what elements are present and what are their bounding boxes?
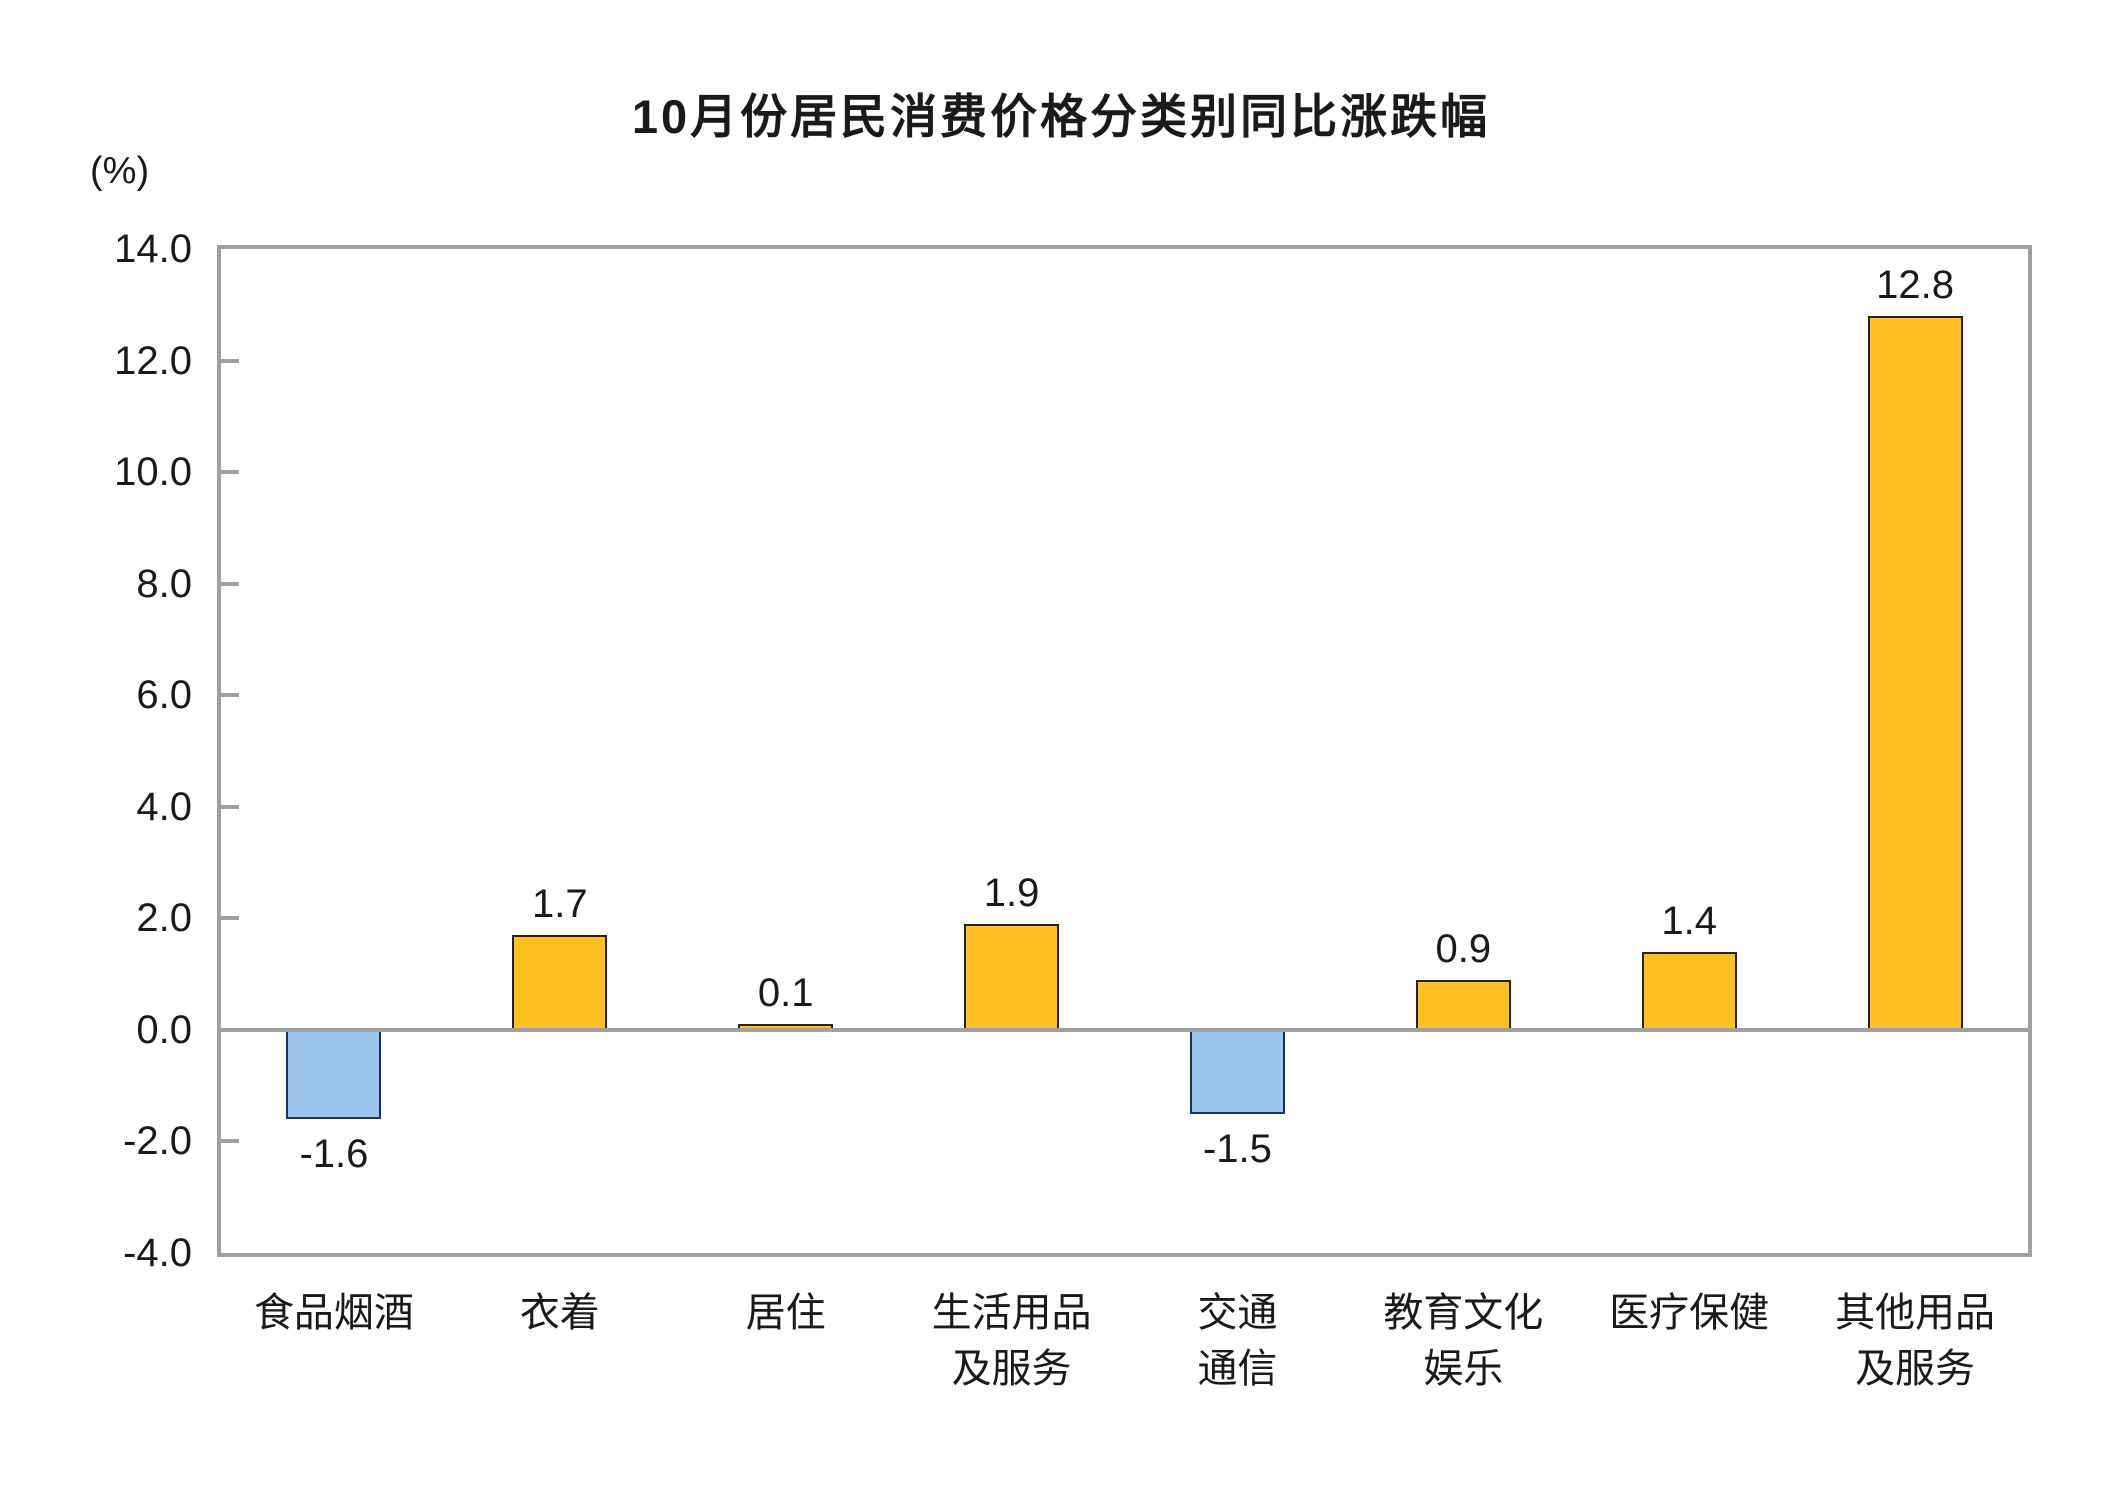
x-category-label: 交通 通信 xyxy=(1197,1291,1278,1391)
y-tick-label: 2.0 xyxy=(136,896,192,941)
y-tick-label: 0.0 xyxy=(136,1007,192,1052)
y-tick-mark xyxy=(221,1139,239,1144)
bar-value-label: 1.7 xyxy=(532,882,588,927)
x-category-label: 教育文化 娱乐 xyxy=(1383,1291,1544,1391)
bar-6 xyxy=(1415,979,1511,1030)
y-tick-label: 14.0 xyxy=(114,227,192,271)
bar-value-label: 0.9 xyxy=(1435,926,1492,971)
plot-area: -1.6 1.7 0.1 1.9 -1.5 0.9 1.4 12.8 xyxy=(217,245,2032,1257)
bar-8 xyxy=(1867,315,1963,1030)
bar-value-label: 1.9 xyxy=(983,870,1040,915)
bar-value-label: -1.5 xyxy=(1202,1126,1272,1171)
bar-value-label: 0.1 xyxy=(757,971,814,1016)
bar-5 xyxy=(1189,1029,1285,1114)
y-tick-label: -2.0 xyxy=(123,1119,192,1164)
y-tick-mark xyxy=(221,804,239,809)
y-tick-label: -4.0 xyxy=(123,1231,192,1275)
bar-1 xyxy=(286,1029,382,1120)
zero-baseline xyxy=(221,1027,2028,1032)
x-category-label: 衣着 xyxy=(519,1291,600,1335)
y-tick-mark xyxy=(221,581,239,586)
x-category-label: 医疗保健 xyxy=(1609,1291,1770,1335)
y-tick-label: 10.0 xyxy=(114,450,192,495)
bar-7 xyxy=(1641,951,1737,1030)
bar-4 xyxy=(964,923,1060,1030)
y-tick-label: 12.0 xyxy=(114,338,192,383)
x-category-label: 居住 xyxy=(745,1291,826,1335)
bar-value-label: 12.8 xyxy=(1876,262,1954,307)
y-tick-mark xyxy=(221,693,239,698)
bar-value-label: -1.6 xyxy=(299,1132,369,1177)
x-category-label: 食品烟酒 xyxy=(253,1291,414,1335)
x-category-label: 生活用品 及服务 xyxy=(931,1291,1092,1391)
y-tick-mark xyxy=(221,916,239,921)
y-tick-label: 6.0 xyxy=(136,673,192,718)
y-axis-unit-label: (%) xyxy=(90,150,150,192)
x-category-label: 其他用品 及服务 xyxy=(1835,1291,1996,1391)
y-tick-mark xyxy=(221,358,239,363)
chart-title: 10月份居民消费价格分类别同比涨跌幅 xyxy=(631,90,1491,143)
bar-2 xyxy=(512,935,608,1030)
y-tick-mark xyxy=(221,470,239,475)
y-tick-label: 4.0 xyxy=(136,784,192,829)
bar-value-label: 1.4 xyxy=(1661,898,1717,943)
y-tick-label: 8.0 xyxy=(136,561,192,606)
